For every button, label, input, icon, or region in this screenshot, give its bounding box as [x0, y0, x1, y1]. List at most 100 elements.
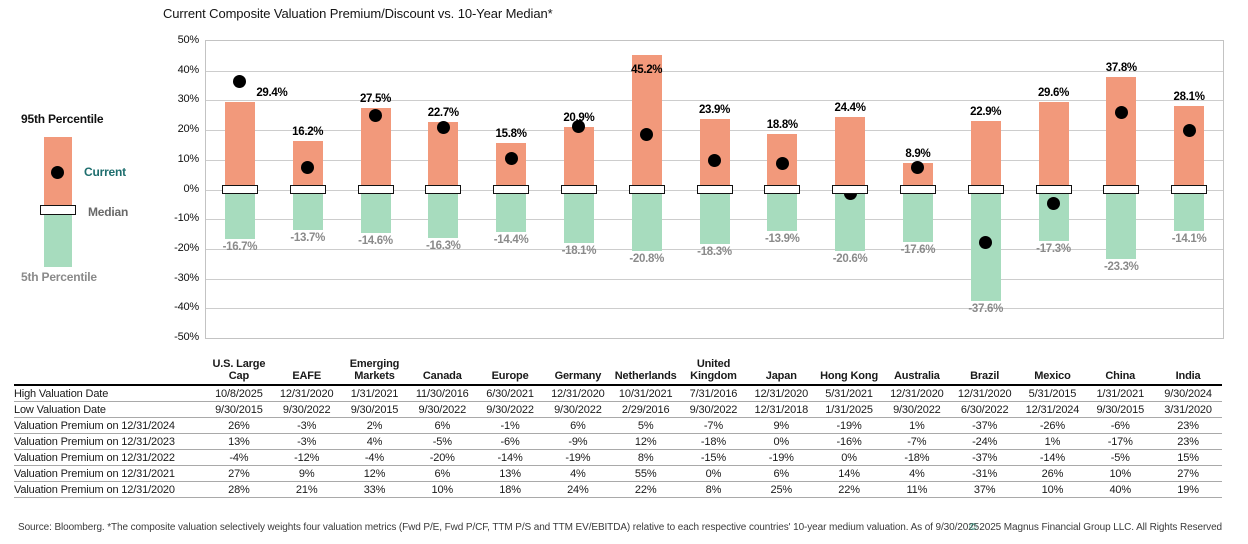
- table-cell: 9%: [747, 417, 816, 435]
- table-cell: 0%: [679, 465, 748, 483]
- table-cell: 12%: [340, 465, 409, 483]
- median-marker-europe: [493, 185, 530, 194]
- median-marker-united-kingdom: [696, 185, 733, 194]
- row-header: Valuation Premium on 12/31/2024: [14, 417, 205, 435]
- table-cell: -14%: [1018, 449, 1087, 467]
- p95-value-label-germany: 20.9%: [563, 112, 595, 125]
- table-cell: 1/31/2025: [815, 401, 883, 419]
- p95-value-label-brazil: 22.9%: [970, 106, 1002, 119]
- median-marker-emerging-markets: [357, 185, 394, 194]
- table-cell: 55%: [611, 465, 680, 483]
- p95-bar-india: [1174, 106, 1205, 190]
- table-cell: -6%: [1086, 417, 1155, 435]
- table-cell: -24%: [950, 433, 1019, 451]
- table-cell: 0%: [747, 433, 816, 451]
- table-cell: -31%: [950, 465, 1019, 483]
- p5-bar-eafe: [292, 189, 323, 231]
- table-cell: 9/30/2015: [1086, 401, 1155, 419]
- row-header: Low Valuation Date: [14, 401, 205, 419]
- y-axis-tick-label: -50%: [174, 331, 199, 343]
- table-cell: 24%: [543, 481, 612, 499]
- table-cell: 6%: [408, 417, 477, 435]
- copyright-symbol: ©: [969, 522, 977, 533]
- table-cell: 12/31/2020: [747, 385, 816, 403]
- table-cell: 13%: [205, 433, 273, 451]
- current-dot-canada: [436, 120, 450, 134]
- table-cell: -6%: [476, 433, 544, 451]
- current-dot-india: [1182, 123, 1196, 137]
- chart-title: Current Composite Valuation Premium/Disc…: [163, 6, 553, 21]
- p5-bar-united-kingdom: [699, 189, 730, 244]
- p95-value-label-netherlands: 45.2%: [631, 64, 663, 77]
- y-axis-tick-label: 30%: [177, 93, 200, 106]
- table-cell: 25%: [747, 481, 816, 499]
- y-axis-tick-label: -10%: [174, 212, 199, 225]
- p5-bar-netherlands: [631, 189, 662, 252]
- p95-value-label-united-kingdom: 23.9%: [698, 103, 731, 116]
- p95-bar-europe: [496, 142, 527, 190]
- column-header-eafe: EAFE: [272, 358, 341, 387]
- column-header-japan: Japan: [747, 358, 816, 387]
- median-marker-canada: [425, 185, 462, 194]
- table-cell: -37%: [950, 449, 1019, 467]
- table-cell: 4%: [882, 465, 951, 483]
- p95-bar-netherlands: [631, 55, 662, 190]
- table-cell: 1/31/2021: [1086, 385, 1155, 403]
- table-cell: 9%: [272, 465, 341, 483]
- p5-bar-emerging-markets: [360, 189, 391, 233]
- p5-bar-canada: [428, 189, 459, 238]
- row-header: Valuation Premium on 12/31/2023: [14, 433, 205, 451]
- current-dot-germany: [572, 120, 586, 134]
- p5-bar-japan: [767, 189, 798, 231]
- p95-value-label-australia: 8.9%: [905, 148, 931, 161]
- column-header-blank: [14, 358, 205, 387]
- table-cell: 10%: [1018, 481, 1087, 499]
- current-dot-netherlands: [640, 127, 654, 141]
- median-marker-mexico: [1035, 185, 1072, 194]
- table-cell: 9/30/2022: [476, 401, 544, 419]
- legend-5th-percentile-label: 5th Percentile: [21, 270, 97, 284]
- table-cell: 22%: [611, 481, 680, 499]
- table-cell: -26%: [1018, 417, 1087, 435]
- column-header-australia: Australia: [882, 358, 951, 387]
- p5-bar-europe: [496, 189, 527, 233]
- current-dot-japan: [775, 156, 789, 170]
- table-cell: 12/31/2020: [272, 385, 341, 403]
- column-header-united-kingdom: United Kingdom: [679, 358, 748, 387]
- p5-value-label-germany: -18.1%: [561, 245, 597, 258]
- p95-value-label-europe: 15.8%: [495, 127, 527, 140]
- table-cell: 0%: [815, 449, 883, 467]
- table-cell: 12/31/2020: [882, 385, 951, 403]
- valuation-table: U.S. Large Cap EAFE Emerging Markets Canada…: [14, 358, 1222, 499]
- p95-value-label-india: 28.1%: [1173, 91, 1205, 104]
- p95-value-label-canada: 22.7%: [427, 107, 459, 120]
- row-header: High Valuation Date: [14, 385, 205, 403]
- y-axis-tick-label: 20%: [177, 123, 200, 136]
- p95-value-label-hong-kong: 24.4%: [834, 102, 866, 115]
- table-cell: 10/31/2021: [611, 385, 680, 403]
- p95-value-label-japan: 18.8%: [766, 118, 798, 131]
- p95-value-label-emerging-markets: 27.5%: [359, 92, 392, 105]
- table-cell: -15%: [679, 449, 748, 467]
- table-cell: 12/31/2020: [543, 385, 612, 403]
- p5-value-label-hong-kong: -20.6%: [832, 252, 868, 265]
- p5-value-label-mexico: -17.3%: [1036, 242, 1071, 255]
- column-header-emerging-markets: Emerging Markets: [340, 358, 409, 387]
- table-cell: -5%: [1086, 449, 1155, 467]
- current-dot-eafe: [301, 160, 315, 174]
- table-row-valuation-premium-on-12-31-2022: Valuation Premium on 12/31/2022 -4% -12% -4…: [14, 449, 1222, 467]
- gridline: [206, 278, 1223, 280]
- table-cell: 9/30/2022: [543, 401, 612, 419]
- column-header-india: India: [1154, 358, 1222, 387]
- p5-value-label-china: -23.3%: [1103, 260, 1139, 273]
- table-cell: 6%: [543, 417, 612, 435]
- current-dot-china: [1114, 106, 1128, 120]
- median-marker-hong-kong: [832, 185, 869, 194]
- table-row-valuation-premium-on-12-31-2020: Valuation Premium on 12/31/2020 28% 21% 33%…: [14, 481, 1222, 499]
- median-marker-australia: [899, 185, 936, 194]
- p5-value-label-brazil: -37.6%: [968, 303, 1003, 316]
- table-cell: 7/31/2016: [679, 385, 748, 403]
- p5-value-label-u-s-large-cap: -16.7%: [222, 241, 258, 254]
- table-cell: -4%: [340, 449, 409, 467]
